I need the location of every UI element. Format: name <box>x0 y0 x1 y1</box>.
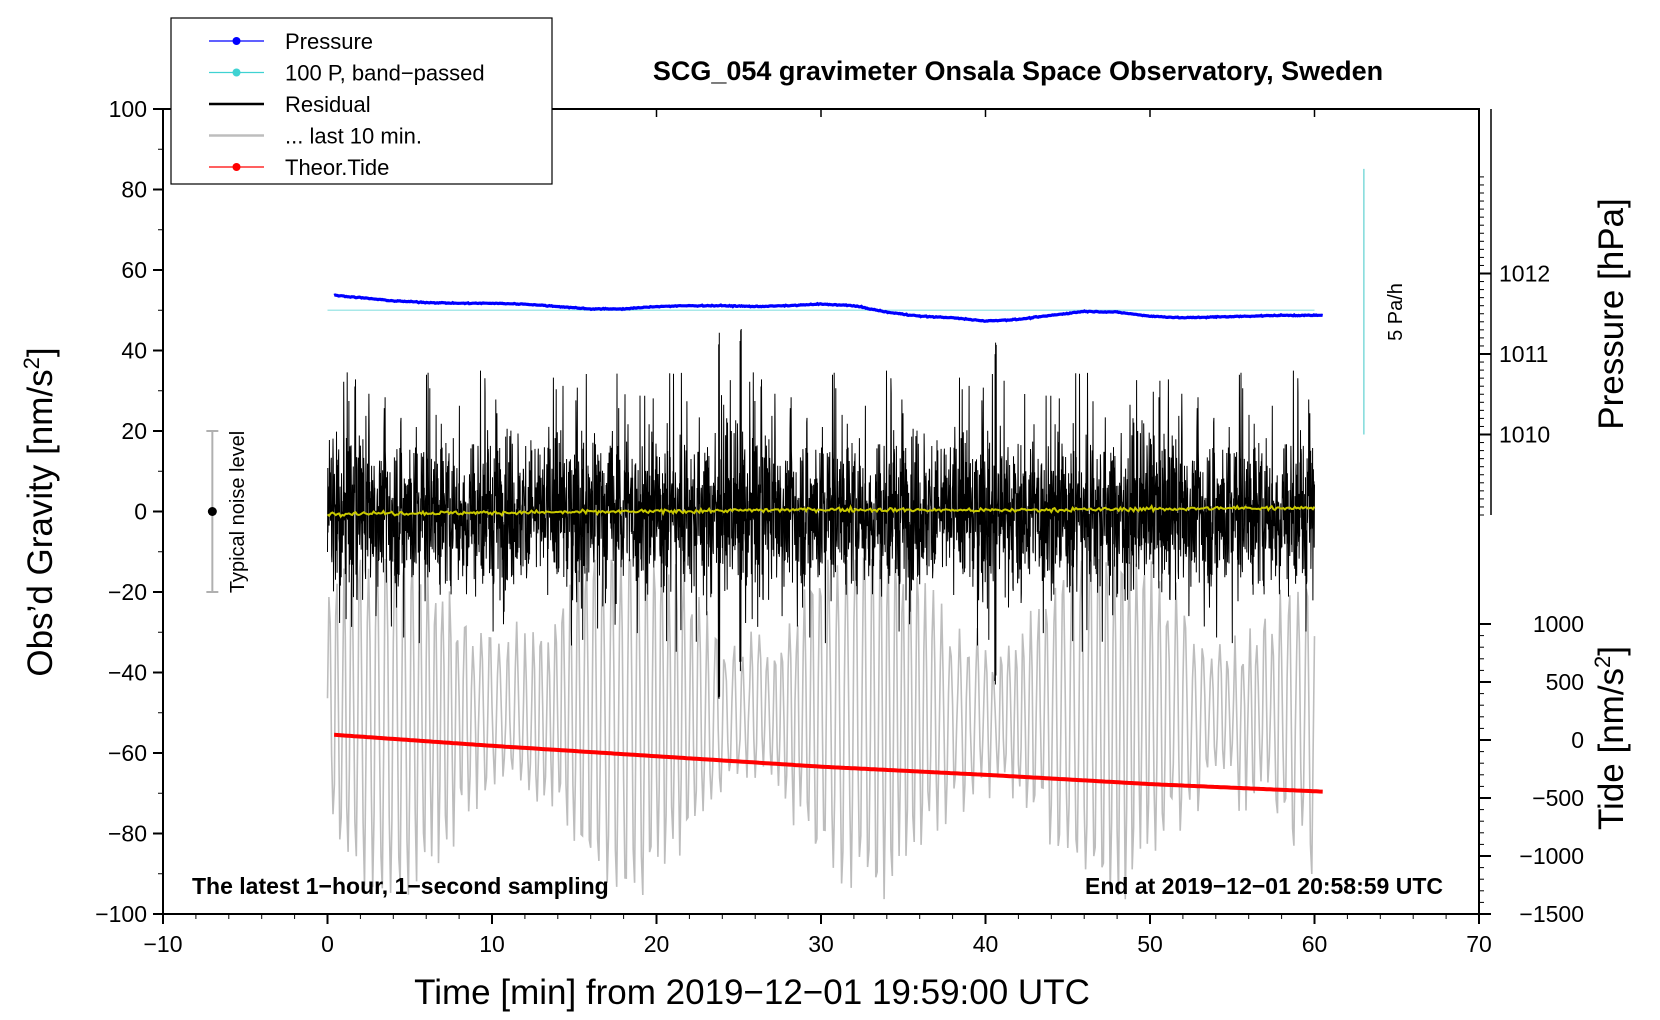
y-tick-label: −100 <box>95 901 147 927</box>
x-tick-label: 20 <box>644 931 670 957</box>
x-tick-label: 40 <box>973 931 999 957</box>
x-tick-label: 50 <box>1137 931 1163 957</box>
y-tick-label: −40 <box>108 660 147 686</box>
y-axis-label-tide: Tide [nm/s2] <box>1590 646 1631 830</box>
x-axis-label: Time [min] from 2019−12−01 19:59:00 UTC <box>414 973 1090 1012</box>
data-layer <box>206 168 1365 900</box>
tide-tick-label: 500 <box>1546 669 1584 695</box>
legend-marker-theor-tide <box>232 163 241 171</box>
pressure-tick-label: 1010 <box>1499 422 1550 448</box>
y-tick-label: 60 <box>121 257 147 283</box>
y-label-gravity-main: Obs’d Gravity [nm/s <box>21 369 60 676</box>
noise-level-bar <box>206 430 219 593</box>
x-tick-label: 0 <box>321 931 334 957</box>
y-axis-label-pressure: Pressure [hPa] <box>1592 198 1631 430</box>
pressure-tick-label: 1011 <box>1499 341 1548 367</box>
y-label-gravity-sup: 2 <box>19 357 44 369</box>
x-tick-label: 70 <box>1466 931 1492 957</box>
legend-label-theor-tide: Theor.Tide <box>285 155 389 180</box>
tide-tick-label: −1500 <box>1519 901 1584 927</box>
y-tick-label: −20 <box>108 579 147 605</box>
axes-layer: −10 0 10 20 30 40 50 60 70−100−80−60−40−20020406… <box>95 96 1584 957</box>
y-tick-label: 80 <box>121 177 147 203</box>
legend-label-pressure: Pressure <box>285 29 373 54</box>
tide-tick-label: −500 <box>1532 785 1584 811</box>
x-tick-label: 60 <box>1302 931 1328 957</box>
legend-label-last-10-min: ... last 10 min. <box>285 124 422 149</box>
annotation-end-time: End at 2019−12−01 20:58:59 UTC <box>1085 873 1443 899</box>
legend-box <box>170 17 553 185</box>
series-tide-line <box>333 732 1323 794</box>
legend-label-residual: Residual <box>285 92 371 117</box>
y-label-tide-sup: 2 <box>1590 656 1615 668</box>
y-tick-label: 0 <box>134 499 147 525</box>
y-tick-label: −80 <box>108 821 147 847</box>
legend: Pressure 100 P, band−passed Residual ... la… <box>170 17 553 185</box>
noise-level-label: Typical noise level <box>227 431 249 593</box>
y-tick-label: 40 <box>121 338 147 364</box>
series-last-10-min-line <box>326 556 1316 900</box>
y-label-tide-end: ] <box>1592 646 1631 656</box>
rate-label: 5 Pa/h <box>1385 283 1407 341</box>
tide-tick-label: 1000 <box>1533 611 1584 637</box>
noise-bar-center-dot <box>207 507 217 516</box>
legend-marker-100-p-band-passed <box>232 68 241 77</box>
series-residual-line <box>327 328 1315 699</box>
x-tick-label: 30 <box>808 931 834 957</box>
y-label-tide-main: Tide [nm/s <box>1592 668 1631 830</box>
y-tick-label: 20 <box>121 418 147 444</box>
x-tick-label: −10 <box>143 931 182 957</box>
pressure-tick-label: 1012 <box>1499 261 1550 287</box>
series-residual-smoothed-line <box>326 503 1316 519</box>
series-pressure-line <box>333 293 1323 323</box>
y-label-gravity-end: ] <box>21 347 60 357</box>
y-tick-label: −60 <box>108 740 147 766</box>
legend-marker-pressure <box>232 37 241 45</box>
tide-tick-label: 0 <box>1571 727 1584 753</box>
y-axis-label-gravity: Obs’d Gravity [nm/s2] <box>19 347 60 676</box>
y-tick-label: 100 <box>109 96 147 122</box>
legend-label-100-p-band-passed: 100 P, band−passed <box>285 61 485 86</box>
tide-tick-label: −1000 <box>1519 843 1584 869</box>
annotation-latest-hour: The latest 1−hour, 1−second sampling <box>192 873 609 899</box>
chart-title: SCG_054 gravimeter Onsala Space Observat… <box>653 56 1383 86</box>
x-tick-label: 10 <box>479 931 505 957</box>
